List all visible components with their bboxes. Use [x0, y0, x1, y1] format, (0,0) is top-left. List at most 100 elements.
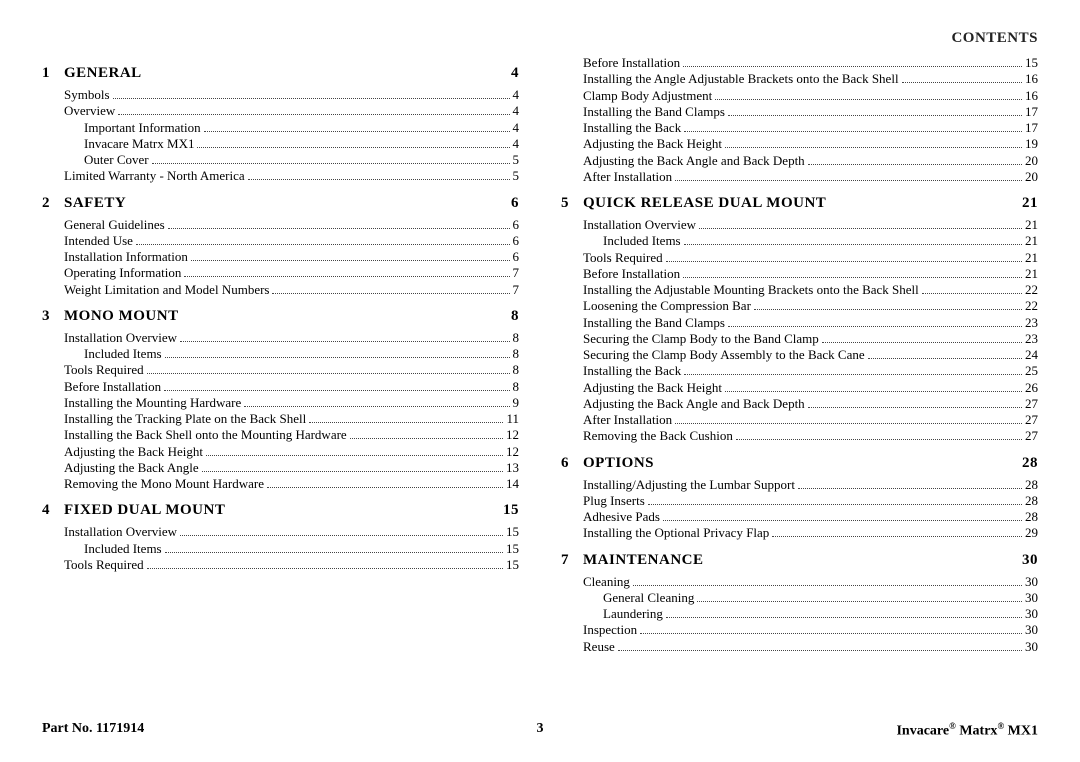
toc-entry: Installing the Band Clamps23 — [561, 315, 1038, 331]
toc-entry: Before Installation15 — [561, 55, 1038, 71]
toc-entry: Included Items21 — [561, 233, 1038, 249]
toc-entry-label: Installation Information — [64, 249, 188, 265]
toc-entry-label: Adjusting the Back Angle — [64, 460, 199, 476]
toc-entry-label: Reuse — [583, 639, 615, 655]
toc-dots — [808, 407, 1022, 408]
toc-dots — [164, 390, 509, 391]
toc-entry-label: Installing/Adjusting the Lumbar Support — [583, 477, 795, 493]
toc-entry-page: 7 — [513, 282, 520, 298]
toc-dots — [754, 309, 1022, 310]
toc-dots — [350, 438, 503, 439]
toc-section-page: 15 — [503, 502, 519, 519]
toc-dots — [648, 504, 1022, 505]
toc-entry-label: Included Items — [603, 233, 681, 249]
toc-section-head: 5QUICK RELEASE DUAL MOUNT21 — [561, 195, 1038, 212]
toc-dots — [118, 114, 509, 115]
toc-entry-label: Included Items — [84, 541, 162, 557]
toc-entry-label: Plug Inserts — [583, 493, 645, 509]
toc-section-page: 30 — [1022, 552, 1038, 569]
toc-columns: 1GENERAL4 Symbols4Overview 4 Important Info… — [42, 55, 1038, 695]
toc-entry-label: Installing the Mounting Hardware — [64, 395, 241, 411]
toc-entry-page: 14 — [506, 476, 519, 492]
toc-entry: Inspection30 — [561, 622, 1038, 638]
left-column: 1GENERAL4 Symbols4Overview 4 Important Info… — [42, 55, 519, 695]
toc-entry-page: 30 — [1025, 639, 1038, 655]
toc-entry: Adjusting the Back Height12 — [42, 444, 519, 460]
toc-entry: Securing the Clamp Body to the Band Clam… — [561, 331, 1038, 347]
toc-section-page: 8 — [511, 308, 519, 325]
toc-entry-label: Removing the Back Cushion — [583, 428, 733, 444]
toc-entry: Important Information4 — [42, 120, 519, 136]
toc-entry-page: 15 — [506, 541, 519, 557]
toc-dots — [772, 536, 1022, 537]
toc-dots — [197, 147, 509, 148]
toc-entry: Adjusting the Back Height19 — [561, 136, 1038, 152]
toc-dots — [728, 115, 1022, 116]
toc-entry: Installing the Adjustable Mounting Brack… — [561, 282, 1038, 298]
toc-entry-page: 9 — [513, 395, 520, 411]
toc-entry-page: 28 — [1025, 509, 1038, 525]
toc-entry: Securing the Clamp Body Assembly to the … — [561, 347, 1038, 363]
toc-entry: Limited Warranty - North America5 — [42, 168, 519, 184]
toc-entry-page: 13 — [506, 460, 519, 476]
toc-entry-page: 15 — [506, 524, 519, 540]
toc-dots — [165, 357, 510, 358]
toc-entry-label: Inspection — [583, 622, 637, 638]
toc-section-head: 1GENERAL4 — [42, 65, 519, 82]
toc-entry-label: Weight Limitation and Model Numbers — [64, 282, 269, 298]
toc-entry-page: 15 — [506, 557, 519, 573]
toc-dots — [267, 487, 503, 488]
toc-entry: Invacare Matrx MX14 — [42, 136, 519, 152]
toc-section-page: 4 — [511, 65, 519, 82]
toc-entry-label: Tools Required — [64, 362, 144, 378]
toc-entry-page: 21 — [1025, 266, 1038, 282]
toc-section-title: 6OPTIONS — [561, 455, 654, 472]
toc-entry-page: 27 — [1025, 412, 1038, 428]
toc-entry-page: 17 — [1025, 104, 1038, 120]
toc-entry: Installation Overview8 — [42, 330, 519, 346]
toc-entry-label: Installing the Back Shell onto the Mount… — [64, 427, 347, 443]
toc-entry: Installing the Back25 — [561, 363, 1038, 379]
toc-entry-page: 28 — [1025, 493, 1038, 509]
toc-dots — [922, 293, 1022, 294]
toc-dots — [666, 261, 1022, 262]
footer-product: Invacare® Matrx® MX1 — [896, 721, 1038, 740]
toc-entry: Installing the Back17 — [561, 120, 1038, 136]
toc-entry-page: 7 — [513, 265, 520, 281]
toc-entry-label: Installation Overview — [64, 330, 177, 346]
toc-section-head: 6OPTIONS28 — [561, 455, 1038, 472]
toc-entry-page: 12 — [506, 427, 519, 443]
toc-entry-page: 5 — [513, 168, 520, 184]
toc-entry-page: 16 — [1025, 88, 1038, 104]
toc-entry-page: 4 — [513, 87, 520, 103]
toc-entry-label: After Installation — [583, 412, 672, 428]
toc-entry: Loosening the Compression Bar22 — [561, 298, 1038, 314]
toc-dots — [822, 342, 1022, 343]
toc-entry-label: Installing the Adjustable Mounting Brack… — [583, 282, 919, 298]
toc-entry: Before Installation21 — [561, 266, 1038, 282]
toc-entry-page: 8 — [513, 379, 520, 395]
toc-dots — [272, 293, 509, 294]
toc-dots — [902, 82, 1022, 83]
toc-entry-page: 29 — [1025, 525, 1038, 541]
toc-entry: Installation Overview15 — [42, 524, 519, 540]
toc-entry-label: Installing the Band Clamps — [583, 104, 725, 120]
toc-entry-page: 21 — [1025, 217, 1038, 233]
toc-entry-page: 30 — [1025, 590, 1038, 606]
toc-entry-label: Adjusting the Back Height — [583, 136, 722, 152]
toc-entry-label: Overview — [64, 103, 115, 119]
toc-entry-page: 22 — [1025, 298, 1038, 314]
toc-entry-page: 17 — [1025, 120, 1038, 136]
toc-entry-page: 16 — [1025, 71, 1038, 87]
toc-entry-label: Invacare Matrx MX1 — [84, 136, 194, 152]
toc-entry: General Cleaning30 — [561, 590, 1038, 606]
footer-model: MX1 — [1004, 724, 1038, 739]
toc-entry-label: Installing the Tracking Plate on the Bac… — [64, 411, 306, 427]
toc-entry-page: 8 — [513, 346, 520, 362]
toc-entry: General Guidelines6 — [42, 217, 519, 233]
toc-entry: Symbols4 — [42, 87, 519, 103]
toc-entry: Before Installation8 — [42, 379, 519, 395]
toc-entry-label: Tools Required — [583, 250, 663, 266]
toc-dots — [675, 180, 1022, 181]
toc-entry: Reuse 30 — [561, 639, 1038, 655]
